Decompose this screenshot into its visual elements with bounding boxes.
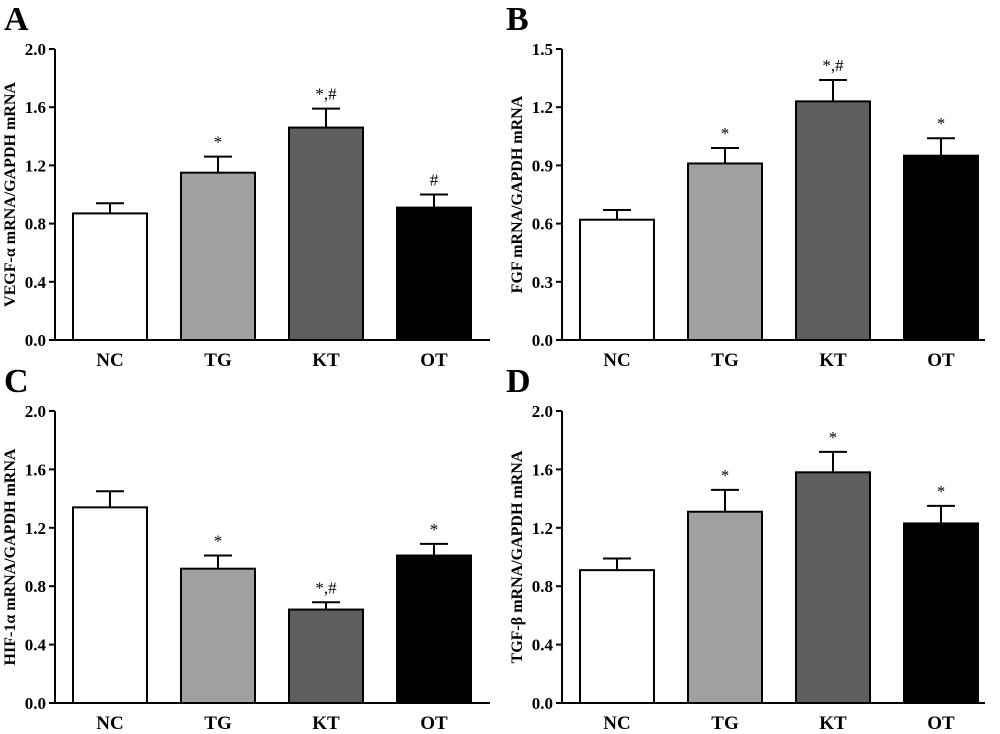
significance-label: *: [214, 532, 223, 551]
bar-tg: [687, 162, 763, 341]
x-category-label: OT: [927, 350, 955, 371]
panel-c: C 0.0 0.4 0.8 1.2 1.6 2.0 HIF-1α mRNA/GAPDH mRN…: [2, 363, 490, 734]
bar-nc: [72, 212, 148, 341]
significance-label: *,#: [315, 85, 337, 104]
y-tick-label: 0.4: [25, 273, 47, 292]
y-tick-label: 1.5: [532, 40, 553, 59]
y-tick-label: 0.0: [532, 694, 553, 713]
x-category-label: OT: [420, 350, 448, 371]
x-category-label: OT: [927, 713, 955, 729]
y-tick-label: 1.2: [532, 519, 553, 538]
x-category-label: TG: [204, 713, 232, 729]
y-tick-label: 0.8: [532, 577, 553, 596]
y-axis-label: VEGF-α mRNA/GAPDH mRNA: [2, 82, 19, 307]
bar-nc: [72, 506, 148, 704]
bar-ot: [903, 522, 979, 704]
x-category-label: NC: [603, 713, 630, 729]
y-tick-label: 0.4: [532, 636, 554, 655]
panel-letter: A: [4, 1, 29, 38]
bar-tg: [180, 567, 256, 704]
y-tick-label: 0.9: [532, 156, 553, 175]
significance-label: *: [721, 124, 730, 143]
y-tick-label: 0.8: [25, 215, 46, 234]
significance-label: *: [721, 466, 730, 485]
y-tick-label: 0.0: [25, 694, 46, 713]
x-category-label: TG: [711, 713, 739, 729]
x-category-label: OT: [420, 713, 448, 729]
x-category-label: KT: [819, 713, 847, 729]
y-tick-label: 2.0: [25, 402, 46, 421]
y-tick-label: 1.6: [25, 98, 46, 117]
y-tick-label: 0.0: [25, 331, 46, 350]
y-tick-label: 1.6: [25, 460, 46, 479]
bar-tg: [687, 510, 763, 704]
y-tick-label: 0.4: [25, 636, 47, 655]
bar-nc: [579, 218, 655, 341]
panel-a: A 0.0 0.4 0.8 1.2 1.6 2.0 VEGF-α mRNA/GAPDH mRN…: [2, 1, 490, 371]
panel-letter: D: [506, 363, 531, 400]
bar-kt: [795, 471, 871, 704]
significance-label: *: [430, 520, 439, 539]
bar-kt: [288, 126, 364, 341]
bar-nc: [579, 569, 655, 705]
bar-ot: [396, 206, 472, 341]
x-category-label: NC: [96, 350, 123, 371]
significance-label: *: [937, 114, 946, 133]
y-tick-label: 1.2: [532, 98, 553, 117]
significance-label: *: [214, 133, 223, 152]
y-tick-label: 1.2: [25, 156, 46, 175]
x-category-label: KT: [312, 350, 340, 371]
y-tick-label: 1.2: [25, 519, 46, 538]
bar-tg: [180, 171, 256, 341]
x-category-label: NC: [603, 350, 630, 371]
y-tick-label: 2.0: [25, 40, 46, 59]
bar-ot: [903, 154, 979, 341]
y-tick-label: 1.6: [532, 460, 553, 479]
significance-label: #: [430, 171, 439, 190]
y-tick-label: 2.0: [532, 402, 553, 421]
significance-label: *,#: [315, 578, 337, 597]
panel-letter: C: [4, 363, 29, 400]
y-tick-label: 0.8: [25, 577, 46, 596]
panel-d: D 0.0 0.4 0.8 1.2 1.6 2.0 TGF-β mRNA/GAPDH mRNA…: [506, 363, 985, 734]
bar-kt: [288, 608, 364, 704]
y-tick-label: 0.6: [532, 215, 553, 234]
x-category-label: KT: [819, 350, 847, 371]
x-category-label: TG: [711, 350, 739, 371]
y-tick-label: 0.3: [532, 273, 553, 292]
significance-label: *: [937, 482, 946, 501]
panel-b: B 0.0 0.3 0.6 0.9 1.2 1.5 FGF mRNA/GAPDH mRNA NC…: [506, 1, 985, 371]
x-category-label: KT: [312, 713, 340, 729]
bar-ot: [396, 554, 472, 704]
x-category-label: TG: [204, 350, 232, 371]
y-tick-label: 0.0: [532, 331, 553, 350]
x-category-label: NC: [96, 713, 123, 729]
y-axis-label: FGF mRNA/GAPDH mRNA: [509, 95, 526, 293]
bar-kt: [795, 100, 871, 341]
panel-letter: B: [506, 1, 529, 38]
y-axis-label: HIF-1α mRNA/GAPDH mRNA: [2, 448, 19, 665]
y-axis-label: TGF-β mRNA/GAPDH mRNA: [509, 450, 526, 663]
significance-label: *,#: [822, 56, 844, 75]
significance-label: *: [829, 428, 838, 447]
